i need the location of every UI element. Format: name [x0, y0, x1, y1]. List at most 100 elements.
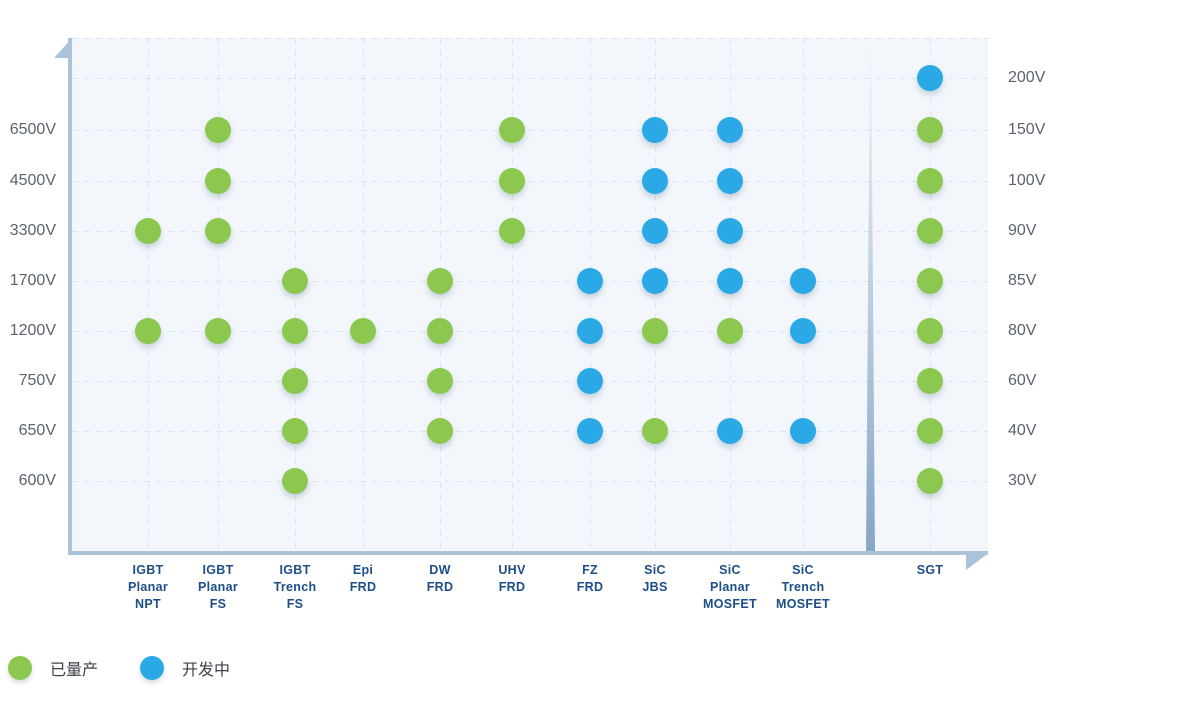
sgt-separator-line — [866, 38, 875, 553]
dot-mass — [135, 318, 161, 344]
column-label-line: Planar — [197, 580, 238, 594]
column-label-line: FRD — [426, 580, 454, 594]
grid-line-horizontal — [72, 38, 988, 39]
dot-dev — [717, 418, 743, 444]
y-axis-label-right: 85V — [1008, 272, 1037, 289]
column-label-dw-frd: DW FRD — [380, 562, 500, 596]
column-label-line: FZ — [582, 563, 598, 577]
column-label-igbt-trench-fs: IGBT Trench FS — [235, 562, 355, 613]
y-axis-label-right: 200V — [1008, 69, 1046, 86]
dot-mass — [205, 318, 231, 344]
dot-mass — [205, 168, 231, 194]
dot-mass — [427, 318, 453, 344]
column-label-line: Trench — [781, 580, 825, 594]
y-axis-arrow-icon — [54, 38, 72, 58]
y-axis-label-right: 150V — [1008, 121, 1046, 138]
grid-line-vertical — [512, 38, 513, 553]
legend-item-mass[interactable]: 已量产 — [8, 656, 98, 680]
column-label-line: IGBT — [202, 563, 234, 577]
column-label-sgt: SGT — [870, 562, 990, 579]
column-label-line: FS — [286, 597, 304, 611]
column-label-epi-frd: Epi FRD — [303, 562, 423, 596]
grid-line-horizontal — [72, 181, 988, 182]
column-label-line: SiC — [644, 563, 666, 577]
column-label-igbt-planar-npt: IGBT Planar NPT — [88, 562, 208, 613]
y-axis-label-right: 80V — [1008, 322, 1037, 339]
column-label-line: SiC — [792, 563, 814, 577]
dot-mass — [135, 218, 161, 244]
y-axis-label-right: 40V — [1008, 422, 1037, 439]
y-axis-label-left: 4500V — [9, 172, 56, 189]
y-axis-label-left: 1200V — [9, 322, 56, 339]
y-axis-label-left: 650V — [18, 422, 56, 439]
grid-line-vertical — [218, 38, 219, 553]
dot-dev — [642, 117, 668, 143]
legend: 已量产 开发中 — [8, 656, 230, 680]
dot-dev — [790, 268, 816, 294]
y-axis-label-left: 6500V — [9, 121, 56, 138]
dot-mass — [917, 117, 943, 143]
grid-line-horizontal — [72, 331, 988, 332]
column-label-line: SiC — [719, 563, 741, 577]
dot-mass — [205, 117, 231, 143]
column-label-line: MOSFET — [703, 597, 757, 611]
dot-mass — [717, 318, 743, 344]
dot-mass — [282, 368, 308, 394]
grid-line-vertical — [590, 38, 591, 553]
y-axis-label-right: 30V — [1008, 472, 1037, 489]
column-label-line: MOSFET — [776, 597, 830, 611]
column-label-uhv-frd: UHV FRD — [452, 562, 572, 596]
legend-swatch-icon — [140, 656, 165, 680]
dot-dev — [717, 168, 743, 194]
x-axis-line — [68, 551, 988, 555]
dot-mass — [917, 268, 943, 294]
grid-line-horizontal — [72, 231, 988, 232]
dot-mass — [499, 117, 525, 143]
dot-dev — [790, 318, 816, 344]
column-label-line: JBS — [642, 580, 668, 594]
column-label-sic-planar-mosfet: SiC Planar MOSFET — [670, 562, 790, 613]
column-label-line: UHV — [498, 563, 526, 577]
grid-line-horizontal — [72, 431, 988, 432]
dot-mass — [282, 318, 308, 344]
dot-mass — [427, 418, 453, 444]
grid-line-vertical — [730, 38, 731, 553]
dot-dev — [717, 268, 743, 294]
legend-item-dev[interactable]: 开发中 — [140, 656, 230, 680]
grid-line-horizontal — [72, 281, 988, 282]
dot-mass — [917, 368, 943, 394]
column-label-sic-jbs: SiC JBS — [595, 562, 715, 596]
dot-dev — [577, 418, 603, 444]
y-axis-label-left: 1700V — [9, 272, 56, 289]
column-label-line: FRD — [498, 580, 526, 594]
dot-mass — [917, 468, 943, 494]
dot-mass — [282, 268, 308, 294]
column-label-line: Planar — [709, 580, 750, 594]
dot-mass — [499, 218, 525, 244]
y-axis-label-right: 90V — [1008, 222, 1037, 239]
grid-line-horizontal — [72, 481, 988, 482]
dot-mass — [642, 418, 668, 444]
dot-dev — [577, 368, 603, 394]
column-label-fz-frd: FZ FRD — [530, 562, 650, 596]
column-label-line: Trench — [273, 580, 317, 594]
dot-mass — [205, 218, 231, 244]
legend-swatch-icon — [8, 656, 32, 680]
dot-mass — [350, 318, 376, 344]
column-label-line: Planar — [127, 580, 168, 594]
grid-line-vertical — [930, 38, 931, 553]
column-label-line: IGBT — [132, 563, 164, 577]
y-axis-label-left: 600V — [18, 472, 56, 489]
grid-line-vertical — [148, 38, 149, 553]
column-label-line: FRD — [349, 580, 377, 594]
dot-mass — [917, 168, 943, 194]
column-label-igbt-planar-fs: IGBT Planar FS — [158, 562, 278, 613]
dot-mass — [917, 418, 943, 444]
legend-label: 开发中 — [182, 662, 231, 679]
dot-dev — [790, 418, 816, 444]
grid-line-vertical — [363, 38, 364, 553]
dot-dev — [917, 65, 943, 91]
dot-mass — [427, 268, 453, 294]
grid-line-horizontal — [72, 381, 988, 382]
